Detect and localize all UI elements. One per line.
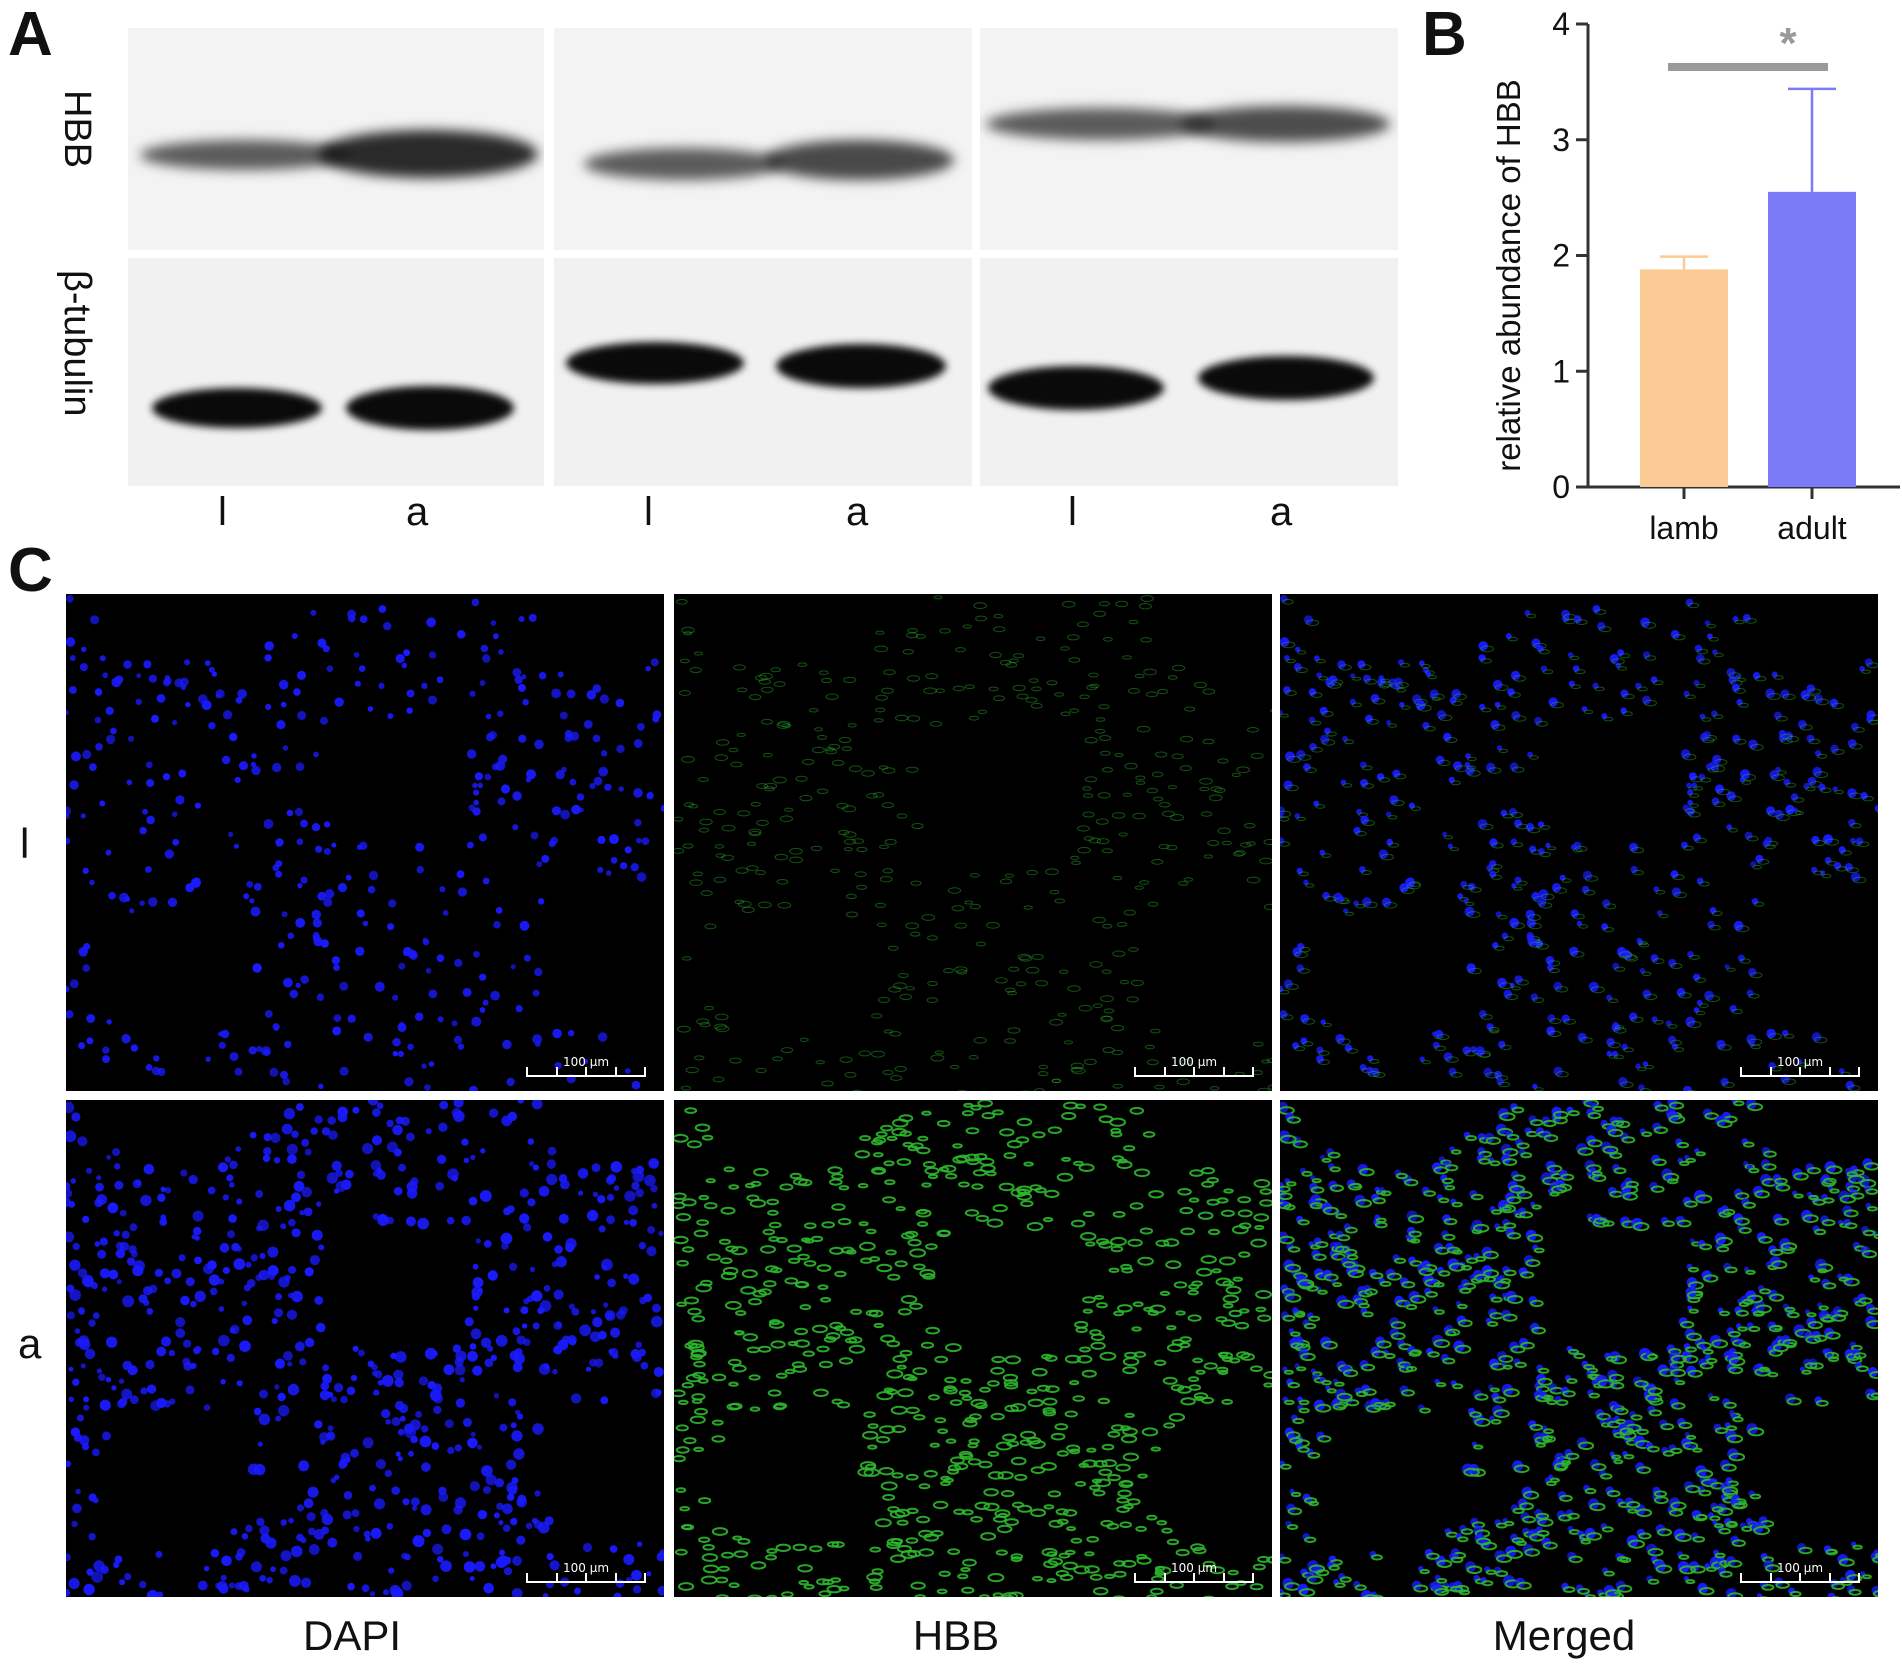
scale-bar-tick — [615, 1573, 617, 1583]
col-label-merged: Merged — [1492, 1612, 1636, 1659]
scale-bar-tick — [1164, 1067, 1166, 1077]
x-tick-label: lamb — [1649, 510, 1718, 546]
significance-star: * — [1779, 19, 1797, 68]
scale-bar-tick — [1193, 1573, 1195, 1583]
scale-bar-tick — [1252, 1067, 1254, 1077]
scale-bar-tick — [526, 1573, 528, 1583]
hbb-bar-chart: 0 1 2 3 4 relative abundance of HBB lamb adult * — [1490, 6, 1900, 546]
scale-bar-text: 100 μm — [1170, 1055, 1218, 1069]
scale-bar-tick — [585, 1067, 587, 1077]
tubulin-blot-2 — [554, 258, 972, 486]
micrograph-hbb-adult: 100 μm — [674, 1100, 1272, 1597]
scale-bar-tick — [644, 1573, 646, 1583]
scale-bar-text: 100 μm — [1776, 1055, 1824, 1069]
cell-texture — [66, 1100, 664, 1597]
scale-bar-tick — [1134, 1067, 1136, 1077]
scale-bar-tick — [556, 1573, 558, 1583]
scale-bar-text: 100 μm — [1170, 1561, 1218, 1575]
scale-bar-tick — [1134, 1573, 1136, 1583]
y-axis-label: relative abundance of HBB — [1490, 79, 1527, 472]
lane-label: l — [1068, 490, 1077, 534]
y-tick-label: 4 — [1552, 6, 1570, 42]
scale-bar-tick — [1829, 1573, 1831, 1583]
cell-texture — [66, 595, 664, 1091]
y-tick-label: 1 — [1552, 353, 1570, 389]
scale-bar: 100 μm — [526, 1055, 646, 1083]
micrograph-merged-lamb: 100 μm — [1280, 594, 1878, 1091]
scale-bar-tick — [644, 1067, 646, 1077]
scale-bar-tick — [1770, 1573, 1772, 1583]
bar-lamb — [1640, 269, 1728, 487]
hbb-blot-1 — [128, 28, 544, 250]
hbb-blot-2 — [554, 28, 972, 250]
tubulin-blot-1 — [128, 258, 544, 486]
cell-texture — [674, 1100, 1272, 1597]
scale-bar-tick — [526, 1067, 528, 1077]
scale-bar-tick — [556, 1067, 558, 1077]
tubulin-blot-3 — [980, 258, 1398, 486]
micrograph-dapi-adult: 100 μm — [66, 1100, 664, 1597]
y-tick-label: 2 — [1552, 238, 1570, 274]
lane-label: l — [218, 490, 227, 534]
scale-bar-tick — [1858, 1573, 1860, 1583]
col-label-hbb: HBB — [912, 1612, 1000, 1659]
scale-bar-text: 100 μm — [562, 1055, 610, 1069]
scale-bar-tick — [1829, 1067, 1831, 1077]
scale-bar: 100 μm — [1740, 1055, 1860, 1083]
hbb-blot-3 — [980, 28, 1398, 250]
lane-label: a — [1270, 490, 1293, 534]
row-label-lamb: l — [20, 820, 30, 867]
scale-bar-tick — [1858, 1067, 1860, 1077]
hbb-row-label: HBB — [56, 90, 98, 169]
row-label-adult: a — [18, 1320, 42, 1367]
micrograph-merged-adult: 100 μm — [1280, 1100, 1878, 1597]
panel-b-letter: B — [1422, 0, 1467, 69]
scale-bar-tick — [1740, 1067, 1742, 1077]
scale-bar-tick — [1799, 1067, 1801, 1077]
cell-texture — [1280, 595, 1878, 1091]
lane-label: l — [644, 490, 653, 534]
scale-bar-tick — [1193, 1067, 1195, 1077]
scale-bar-tick — [1164, 1573, 1166, 1583]
micrograph-dapi-lamb: 100 μm — [66, 594, 664, 1091]
scale-bar: 100 μm — [1134, 1561, 1254, 1589]
scale-bar-text: 100 μm — [562, 1561, 610, 1575]
scale-bar: 100 μm — [1134, 1055, 1254, 1083]
scale-bar: 100 μm — [1740, 1561, 1860, 1589]
cell-texture — [1280, 1100, 1878, 1597]
scale-bar-tick — [615, 1067, 617, 1077]
scale-bar-tick — [1252, 1573, 1254, 1583]
micrograph-hbb-lamb: 100 μm — [674, 594, 1272, 1091]
scale-bar-tick — [585, 1573, 587, 1583]
scale-bar-tick — [1770, 1067, 1772, 1077]
scale-bar-text: 100 μm — [1776, 1561, 1824, 1575]
panel-c-letter: C — [8, 536, 53, 605]
scale-bar: 100 μm — [526, 1561, 646, 1589]
y-tick-label: 3 — [1552, 122, 1570, 158]
scale-bar-tick — [1223, 1067, 1225, 1077]
panel-a-letter: A — [8, 0, 53, 69]
scale-bar-tick — [1223, 1573, 1225, 1583]
x-tick-label: adult — [1777, 510, 1847, 546]
y-tick-label: 0 — [1552, 469, 1570, 505]
bar-adult — [1768, 191, 1856, 487]
cell-texture — [674, 595, 1272, 1091]
lane-label: a — [846, 490, 869, 534]
col-label-dapi: DAPI — [302, 1612, 402, 1659]
tubulin-row-label: β-tubulin — [56, 270, 98, 417]
scale-bar-tick — [1740, 1573, 1742, 1583]
scale-bar-tick — [1799, 1573, 1801, 1583]
lane-label: a — [406, 490, 429, 534]
